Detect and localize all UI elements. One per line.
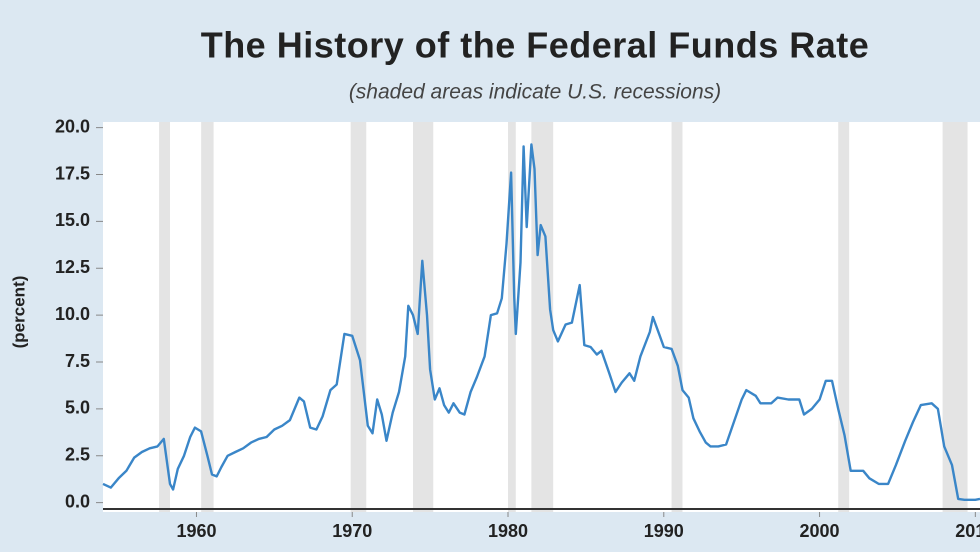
x-tick-label: 1980 <box>488 521 528 541</box>
y-tick-label: 10.0 <box>55 304 90 324</box>
recession-band <box>412 122 434 512</box>
y-tick-label: 0.0 <box>65 491 90 511</box>
y-tick-label: 2.5 <box>65 445 90 465</box>
y-tick-label: 17.5 <box>55 163 90 183</box>
recession-band <box>838 122 850 512</box>
x-tick-label: 1970 <box>332 521 372 541</box>
recession-band <box>201 122 214 512</box>
x-tick-label: 1960 <box>176 521 216 541</box>
marks <box>102 143 980 510</box>
recession-band <box>942 122 968 512</box>
recession-band <box>350 122 367 512</box>
y-tick-label: 5.0 <box>65 398 90 418</box>
rate-line <box>102 143 980 501</box>
y-tick-label: 7.5 <box>65 351 90 371</box>
recession-band <box>159 122 170 512</box>
x-tick-label: 1990 <box>644 521 684 541</box>
y-axis-label: (percent) <box>9 276 28 349</box>
y-tick-label: 20.0 <box>55 116 90 136</box>
chart-title: The History of the Federal Funds Rate <box>201 25 870 66</box>
x-tick-label: 2010 <box>955 521 980 541</box>
recession-band <box>508 122 516 512</box>
recessions <box>159 122 968 512</box>
y-tick-label: 12.5 <box>55 257 90 277</box>
chart-subtitle: (shaded areas indicate U.S. recessions) <box>349 81 721 104</box>
y-tick-label: 15.0 <box>55 210 90 230</box>
recession-band <box>671 122 683 512</box>
x-tick-label: 2000 <box>800 521 840 541</box>
